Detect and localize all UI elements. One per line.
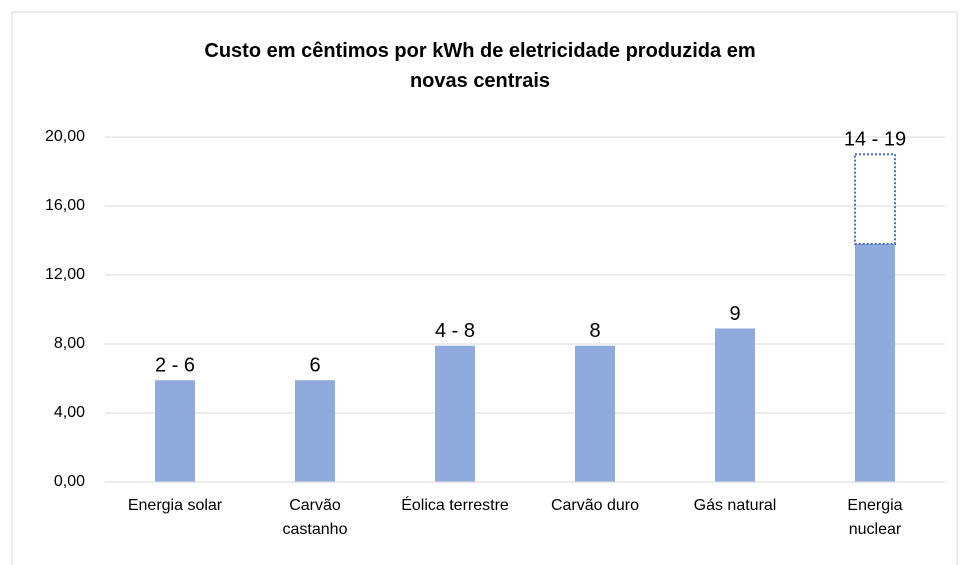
bar: [855, 243, 895, 482]
y-tick-label: 8,00: [54, 335, 85, 352]
data-label: 9: [729, 303, 740, 325]
x-tick-label: Gás natural: [693, 497, 777, 514]
bar: [295, 380, 335, 482]
y-tick-label: 20,00: [45, 128, 85, 145]
bar: [155, 380, 195, 482]
data-label: 2 - 6: [155, 355, 195, 377]
chart-title: Custo em cêntimos por kWh de eletricidad…: [204, 40, 756, 92]
data-label: 4 - 8: [435, 320, 475, 342]
bar: [575, 345, 615, 482]
data-label: 8: [589, 320, 600, 342]
x-tick-label: Energia nuclear: [847, 497, 903, 538]
y-tick-label: 0,00: [54, 473, 85, 490]
x-tick-label: Carvão duro: [550, 497, 640, 514]
chart-border: [11, 11, 958, 565]
x-tick-label: Carvão castanho: [282, 497, 348, 538]
bar: [715, 328, 755, 482]
bar: [435, 345, 475, 482]
y-tick-label: 12,00: [45, 266, 85, 283]
data-label: 6: [309, 355, 320, 377]
data-label: 14 - 19: [844, 129, 906, 151]
bar: [854, 153, 896, 245]
y-tick-label: 4,00: [54, 404, 85, 421]
y-tick-label: 16,00: [45, 197, 85, 214]
x-tick-label: Éolica terrestre: [401, 497, 509, 514]
x-tick-label: Energia solar: [127, 497, 223, 514]
